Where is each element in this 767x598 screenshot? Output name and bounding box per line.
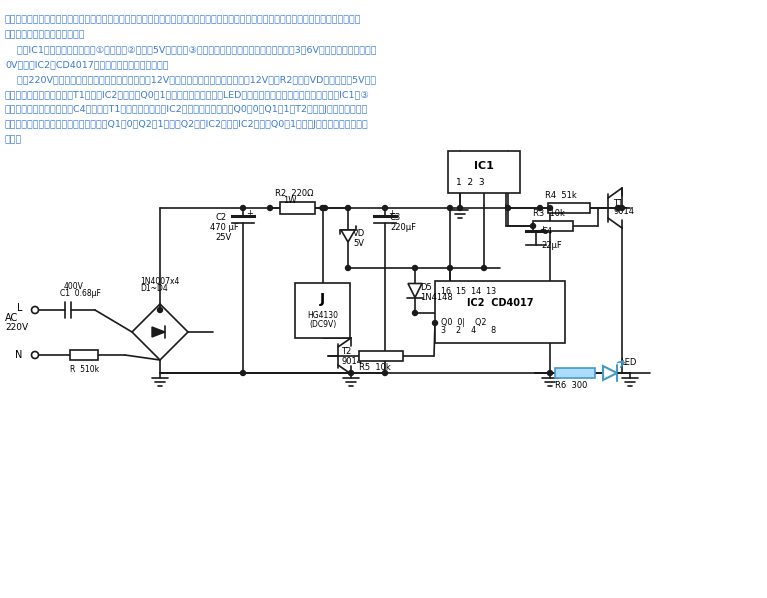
- Text: R4  51k: R4 51k: [545, 191, 577, 200]
- Text: 图中IC1为彩电遥控接收头，①脚为地，②脚为＋5V电源端，③脚为信号输出端，未接收到信号时为＋3．6V左右，接收到信号时为: 图中IC1为彩电遥控接收头，①脚为地，②脚为＋5V电源端，③脚为信号输出端，未接…: [5, 45, 377, 54]
- Text: (DC9V): (DC9V): [309, 320, 336, 329]
- Circle shape: [31, 307, 38, 313]
- Circle shape: [241, 371, 245, 376]
- Circle shape: [383, 206, 387, 210]
- Circle shape: [413, 266, 417, 270]
- Circle shape: [320, 206, 325, 210]
- Text: 9014: 9014: [613, 208, 634, 216]
- Text: 3    2    4      8: 3 2 4 8: [441, 326, 496, 335]
- Circle shape: [447, 206, 453, 210]
- Bar: [548, 203, 590, 213]
- Text: 220μF: 220μF: [390, 224, 416, 233]
- Text: AC: AC: [5, 313, 18, 323]
- Circle shape: [620, 206, 624, 210]
- Text: R6  300: R6 300: [555, 381, 588, 390]
- Text: LED: LED: [620, 358, 637, 367]
- Text: 22μF: 22μF: [541, 240, 561, 249]
- Circle shape: [615, 206, 621, 210]
- Text: +: +: [539, 224, 546, 233]
- Circle shape: [413, 310, 417, 316]
- Text: 0V左右，IC2为CD4017十进制计数／译码集成电路。: 0V左右，IC2为CD4017十进制计数／译码集成电路。: [5, 60, 169, 69]
- Circle shape: [322, 206, 328, 210]
- Text: C1  0.68μF: C1 0.68μF: [60, 289, 101, 298]
- Text: C2: C2: [215, 213, 226, 222]
- Text: 家用电器得电工作。再按一次遥控器时，Q1＝0、Q2＝1，由于Q2端接IC2脚，使IC2复位，Q0＝1，因此J失电，被控制的电器: 家用电器得电工作。再按一次遥控器时，Q1＝0、Q2＝1，由于Q2端接IC2脚，使…: [5, 120, 369, 129]
- Text: R  510k: R 510k: [70, 365, 99, 374]
- Text: 该遥控开关的特点是不需专用遥控手机，可用家中现成的彩电遥控器进行遥控操作，能非常方便地对家用电器实行开、关控制，遥控距离可达: 该遥控开关的特点是不需专用遥控手机，可用家中现成的彩电遥控器进行遥控操作，能非常…: [5, 15, 361, 24]
- Text: +: +: [388, 209, 395, 218]
- Bar: [359, 351, 403, 361]
- Bar: [280, 202, 315, 214]
- Text: C3: C3: [390, 213, 401, 222]
- Text: 脚输出一串低电平脉冲，经C4平滑后，T1由导通变为截止，IC2的脚输入一正脉冲，Q0＝0，Q1＝1，T2导通，J吸合，被控制的: 脚输出一串低电平脉冲，经C4平滑后，T1由导通变为截止，IC2的脚输入一正脉冲，…: [5, 105, 368, 114]
- Polygon shape: [341, 230, 355, 242]
- Text: 16  15  14  13: 16 15 14 13: [441, 287, 496, 296]
- Text: 400V: 400V: [64, 282, 84, 291]
- Text: 1N4148: 1N4148: [420, 293, 453, 302]
- Text: 六、七米。电路原理如图所示。: 六、七米。电路原理如图所示。: [5, 30, 85, 39]
- Polygon shape: [408, 283, 422, 297]
- Circle shape: [548, 206, 552, 210]
- Text: D1~D4: D1~D4: [140, 284, 168, 293]
- Text: N: N: [15, 350, 22, 360]
- Polygon shape: [603, 366, 617, 380]
- Polygon shape: [152, 327, 165, 337]
- Text: +: +: [246, 209, 253, 218]
- Circle shape: [457, 206, 463, 210]
- Bar: [435, 281, 565, 343]
- Text: 9014: 9014: [341, 356, 362, 365]
- Bar: [448, 151, 520, 193]
- Circle shape: [383, 371, 387, 376]
- Text: 1W: 1W: [283, 196, 297, 205]
- Text: 交流220V电源经降压、整流和滤波后得到的直流12V电压作为继电器的工作电压，＋12V再经R2限流，VD稳压后得＋5V为电: 交流220V电源经降压、整流和滤波后得到的直流12V电压作为继电器的工作电压，＋…: [5, 75, 376, 84]
- Text: J: J: [320, 292, 325, 307]
- Text: 1  2  3: 1 2 3: [456, 178, 485, 187]
- Bar: [295, 283, 350, 338]
- Text: VD: VD: [353, 228, 365, 237]
- Text: 470 μF: 470 μF: [210, 224, 239, 233]
- Circle shape: [31, 352, 38, 358]
- Circle shape: [482, 266, 486, 270]
- Text: HG4130: HG4130: [307, 312, 338, 321]
- Text: 路其他部分供电。静态时，T1导通，IC2的状态为Q0＝1，并保持不变，指示灯LED点亮。当按一下遥控器上的任一键时，IC1的③: 路其他部分供电。静态时，T1导通，IC2的状态为Q0＝1，并保持不变，指示灯LE…: [5, 90, 370, 99]
- Text: Q0  0|    Q2: Q0 0| Q2: [441, 318, 486, 327]
- Circle shape: [447, 266, 453, 270]
- Text: R3  10k: R3 10k: [533, 209, 565, 218]
- Circle shape: [548, 371, 552, 376]
- Text: IC2  CD4017: IC2 CD4017: [467, 298, 533, 308]
- Text: T2: T2: [341, 346, 351, 355]
- Circle shape: [433, 321, 437, 325]
- Text: 断电。: 断电。: [5, 135, 22, 144]
- Circle shape: [268, 206, 272, 210]
- Circle shape: [505, 206, 511, 210]
- Circle shape: [348, 371, 354, 376]
- Circle shape: [345, 266, 351, 270]
- Text: T1: T1: [613, 200, 624, 209]
- Bar: [533, 221, 573, 231]
- Text: R5  10k: R5 10k: [359, 363, 390, 372]
- Text: C4: C4: [541, 227, 552, 236]
- Bar: [70, 350, 98, 360]
- Bar: [555, 368, 595, 378]
- Text: IC1: IC1: [474, 161, 494, 170]
- Text: 220V: 220V: [5, 324, 28, 332]
- Circle shape: [157, 307, 163, 313]
- Circle shape: [531, 224, 535, 228]
- Circle shape: [241, 206, 245, 210]
- Text: 25V: 25V: [215, 233, 231, 243]
- Text: D5: D5: [420, 283, 432, 292]
- Circle shape: [538, 206, 542, 210]
- Circle shape: [345, 206, 351, 210]
- Text: R2  220Ω: R2 220Ω: [275, 189, 314, 198]
- Text: 1N4007x4: 1N4007x4: [140, 277, 179, 286]
- Text: 5V: 5V: [353, 239, 364, 248]
- Text: L: L: [17, 303, 22, 313]
